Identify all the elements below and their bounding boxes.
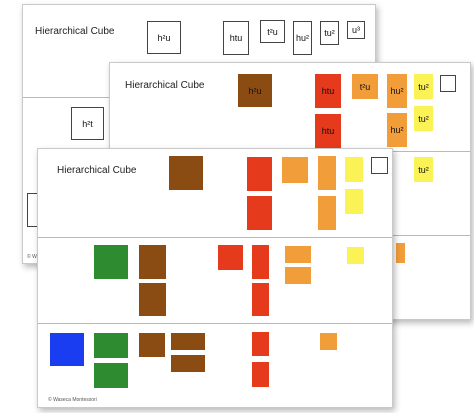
block-blue[interactable] — [50, 333, 84, 366]
block-yellow[interactable] — [345, 189, 363, 214]
card-t2u[interactable]: t²u — [352, 74, 378, 99]
block-brown[interactable] — [139, 283, 166, 316]
block-yellow[interactable] — [345, 157, 363, 182]
block-red[interactable] — [247, 157, 272, 191]
front-sheet: Hierarchical Cube © Waseca Montessori — [37, 148, 393, 408]
block-brown[interactable] — [171, 333, 205, 350]
card-tu2[interactable]: tu² — [414, 106, 433, 131]
block-brown[interactable] — [169, 156, 203, 190]
copyright: © Waseca Montessori — [48, 397, 97, 403]
block-green[interactable] — [94, 245, 128, 279]
block-red[interactable] — [252, 362, 269, 387]
card-h2u[interactable]: h²u — [147, 21, 181, 54]
block-brown[interactable] — [171, 355, 205, 372]
card-blank[interactable] — [440, 75, 456, 92]
card-htu[interactable]: htu — [315, 114, 341, 148]
block-yellow[interactable] — [347, 247, 364, 264]
block-blank[interactable] — [371, 157, 388, 174]
sheet-title: Hierarchical Cube — [35, 26, 115, 37]
block-red[interactable] — [252, 283, 269, 316]
block-orange[interactable] — [318, 196, 336, 230]
card-tu2[interactable]: tu² — [414, 157, 433, 182]
card-h2t[interactable]: h²t — [71, 107, 104, 140]
card-htu[interactable]: htu — [223, 21, 249, 55]
sheet-title: Hierarchical Cube — [57, 165, 137, 176]
card-tu2[interactable]: tu² — [414, 74, 433, 99]
card-hu2[interactable]: hu² — [387, 113, 407, 147]
block-orange[interactable] — [285, 246, 311, 263]
block-orange[interactable] — [318, 156, 336, 190]
card-u3[interactable]: u³ — [347, 21, 365, 39]
card-hu2[interactable]: hu² — [293, 21, 312, 55]
block-orange[interactable] — [320, 333, 337, 350]
block-brown[interactable] — [139, 245, 166, 279]
block-green[interactable] — [94, 363, 128, 388]
card-t2u[interactable]: t²u — [260, 20, 285, 43]
card-partial[interactable] — [396, 243, 405, 263]
card-h2u[interactable]: h²u — [238, 74, 272, 107]
block-brown[interactable] — [139, 333, 165, 357]
block-red[interactable] — [218, 245, 243, 270]
block-green[interactable] — [94, 333, 128, 358]
block-red[interactable] — [252, 245, 269, 279]
block-red[interactable] — [247, 196, 272, 230]
divider — [38, 323, 392, 324]
block-orange[interactable] — [285, 267, 311, 284]
block-orange[interactable] — [282, 157, 308, 183]
block-red[interactable] — [252, 332, 269, 356]
divider — [38, 237, 392, 238]
card-hu2[interactable]: hu² — [387, 74, 407, 108]
card-htu[interactable]: htu — [315, 74, 341, 108]
card-tu2[interactable]: tu² — [320, 21, 339, 45]
sheet-title: Hierarchical Cube — [125, 80, 205, 91]
